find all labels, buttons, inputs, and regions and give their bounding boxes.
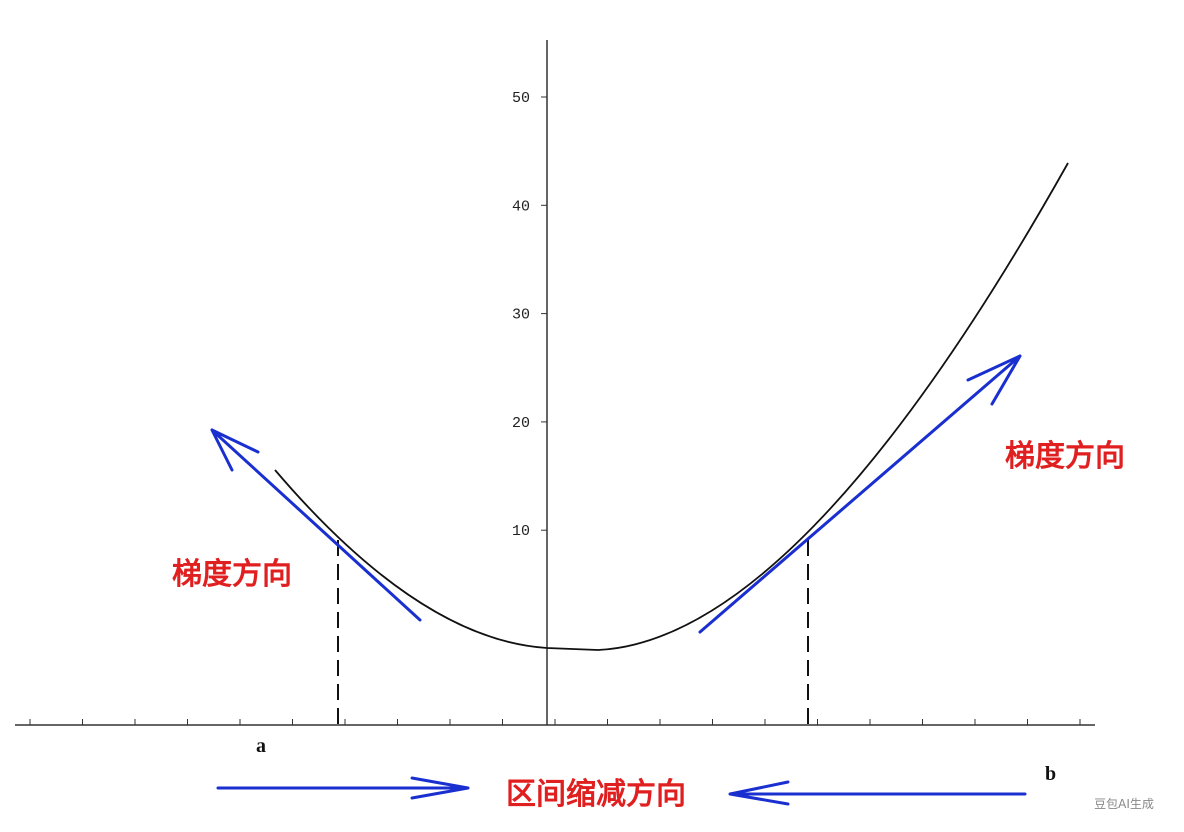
y-tick-label: 10 [512,523,530,540]
label-a: a [256,735,266,757]
gradient-label-left: 梯度方向 [172,557,292,592]
y-tick-label: 40 [512,198,530,215]
y-tick-label: 20 [512,415,530,432]
gradient-arrow-right [698,354,1022,634]
interval-arrow-left [216,776,470,800]
y-tick-label: 30 [512,307,530,324]
gradient-arrow-left [210,428,422,622]
interval-arrow-right [728,780,1027,806]
label-b: b [1045,763,1056,785]
gradient-label-right: 梯度方向 [1005,439,1125,474]
watermark: 豆包AI生成 [1094,797,1154,811]
interval-label: 区间缩减方向 [506,777,686,812]
x-tick-marks [29,719,1081,725]
y-tick-label: 50 [512,90,530,107]
curve [274,162,1069,651]
